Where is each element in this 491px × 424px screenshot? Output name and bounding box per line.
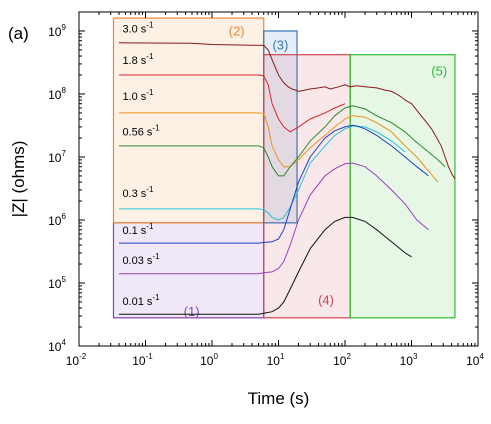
x-axis-title: Time (s) [248, 389, 310, 408]
series-label-1-8-s: 1.8 s-1 [122, 52, 154, 67]
series-label-0-03-s: 0.03 s-1 [122, 252, 160, 267]
x-tick-label: 10-1 [132, 352, 153, 368]
series-line-0-01-s [119, 216, 412, 315]
series-line-0-03-s [119, 162, 429, 275]
region-label-3: (3) [272, 37, 288, 52]
region-box-3 [263, 30, 298, 224]
x-tick-label: 10-2 [66, 352, 87, 368]
x-tick-label: 103 [400, 352, 418, 368]
region-label-4: (4) [318, 292, 334, 307]
series-line-1-8-s [119, 74, 346, 133]
series-lines [118, 42, 456, 315]
region-box-4 [263, 54, 351, 319]
y-tick-label: 108 [48, 86, 66, 102]
series-line-0-3-s [119, 125, 406, 221]
region-box-5 [349, 54, 456, 319]
region-label-1: (1) [184, 304, 200, 319]
y-axis-title: |Z| (ohms) [9, 141, 28, 218]
panel-label: (a) [8, 24, 29, 43]
region-label-5: (5) [431, 63, 447, 78]
region-boxes: (1) (2) (3) (4) (5) [112, 17, 456, 319]
series-label-0-3-s: 0.3 s-1 [122, 185, 154, 200]
y-tick-label: 109 [48, 23, 66, 39]
series-label-0-1-s: 0.1 s-1 [122, 222, 154, 237]
series-labels: 3.0 s-1 1.8 s-1 1.0 s-1 0.56 s-1 0.3 s-1 0.1 … [122, 20, 160, 307]
y-tick-label: 106 [48, 212, 66, 228]
x-tick-label: 102 [333, 352, 351, 368]
region-label-2: (2) [229, 23, 245, 38]
y-tick-label: 107 [48, 149, 66, 165]
x-tick-label: 104 [466, 352, 484, 368]
y-tick-label: 105 [48, 275, 66, 291]
region-box-1 [112, 222, 265, 319]
x-tick-label: 101 [267, 352, 285, 368]
series-line-3-0-s [118, 42, 456, 180]
series-label-0-01-s: 0.01 s-1 [122, 293, 160, 308]
region-box-2 [112, 17, 265, 224]
x-tick-label: 100 [200, 352, 218, 368]
y-tick-label: 104 [48, 338, 66, 354]
series-label-1-0-s: 1.0 s-1 [122, 88, 154, 103]
series-line-0-1-s [119, 124, 429, 244]
series-line-0-56-s [119, 105, 446, 177]
series-label-0-56-s: 0.56 s-1 [122, 123, 160, 138]
series-line-1-0-s [119, 112, 439, 183]
series-label-3-0-s: 3.0 s-1 [122, 20, 154, 35]
